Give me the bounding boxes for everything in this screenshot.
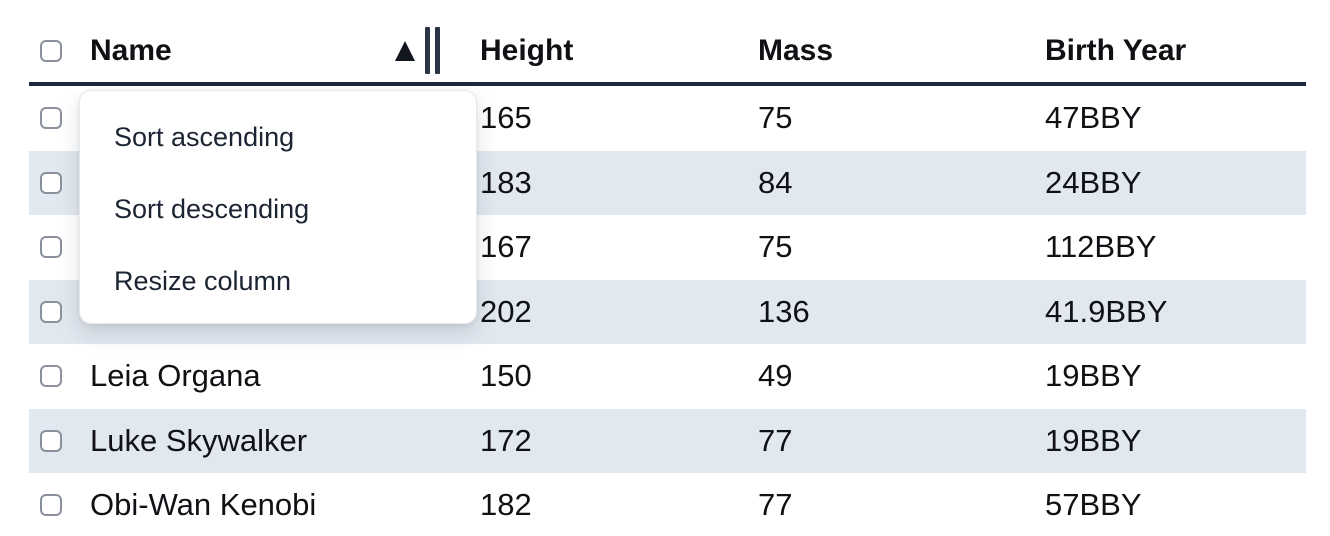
row-checkbox[interactable]: [40, 236, 62, 259]
select-all-checkbox[interactable]: [40, 40, 62, 62]
menu-item-resize-column[interactable]: Resize column: [114, 265, 292, 296]
row-checkbox[interactable]: [40, 171, 62, 194]
column-header-birth-year[interactable]: Birth Year: [1033, 20, 1306, 82]
cell-mass: 75: [758, 100, 793, 136]
cell-birth-year: 41.9BBY: [1045, 293, 1168, 329]
column-header-name-label: Name: [90, 34, 172, 67]
menu-item-sort-descending[interactable]: Sort descending: [114, 193, 310, 224]
column-header-height[interactable]: Height: [468, 20, 746, 82]
row-checkbox[interactable]: [40, 365, 62, 388]
column-header-birth-year-label: Birth Year: [1045, 34, 1187, 67]
column-header-mass-label: Mass: [758, 34, 834, 67]
cell-birth-year: 57BBY: [1045, 487, 1142, 516]
cell-birth-year: 19BBY: [1045, 358, 1142, 394]
cell-birth-year: 47BBY: [1045, 100, 1142, 136]
cell-height: 165: [480, 100, 532, 136]
cell-birth-year: 24BBY: [1045, 164, 1142, 200]
column-resize-handle-icon[interactable]: [425, 27, 440, 74]
cell-mass: 75: [758, 229, 793, 265]
table-row: Obi-Wan Kenobi 182 77 57BBY: [29, 473, 1306, 516]
table-row: Luke Skywalker 172 77 19BBY: [29, 408, 1306, 473]
cell-mass: 49: [758, 358, 793, 394]
cell-mass: 77: [758, 422, 793, 458]
row-checkbox[interactable]: [40, 300, 62, 323]
menu-item-sort-ascending[interactable]: Sort ascending: [114, 121, 295, 152]
cell-birth-year: 112BBY: [1045, 229, 1157, 265]
cell-birth-year: 19BBY: [1045, 422, 1142, 458]
cell-height: 172: [480, 422, 532, 458]
cell-height: 150: [480, 358, 532, 394]
table-row: 167 75 112BBY: [29, 215, 1306, 280]
row-checkbox[interactable]: [40, 494, 62, 516]
column-header-height-label: Height: [480, 34, 574, 67]
cell-height: 183: [480, 164, 532, 200]
cell-name: Leia Organa: [90, 358, 261, 394]
cell-mass: 77: [758, 487, 793, 516]
table-row: 165 75 47BBY: [29, 86, 1306, 151]
row-checkbox[interactable]: [40, 107, 62, 130]
cell-mass: 84: [758, 164, 793, 200]
row-checkbox[interactable]: [40, 429, 62, 452]
column-header-mass[interactable]: Mass: [746, 20, 1033, 82]
cell-name: Obi-Wan Kenobi: [90, 487, 317, 516]
cell-name: Luke Skywalker: [90, 422, 308, 458]
cell-height: 202: [480, 293, 532, 329]
table-row: Leia Organa 150 49 19BBY: [29, 344, 1306, 409]
cell-mass: 136: [758, 293, 810, 329]
table-header-row: Name Height Mass Birth Year: [29, 20, 1306, 86]
header-checkbox-cell: [29, 20, 78, 82]
sort-ascending-icon: [395, 41, 415, 61]
cell-height: 182: [480, 487, 532, 516]
column-context-menu: Sort ascending Sort descending Resize co…: [79, 90, 477, 324]
cell-height: 167: [480, 229, 532, 265]
column-header-name[interactable]: Name: [78, 20, 468, 82]
